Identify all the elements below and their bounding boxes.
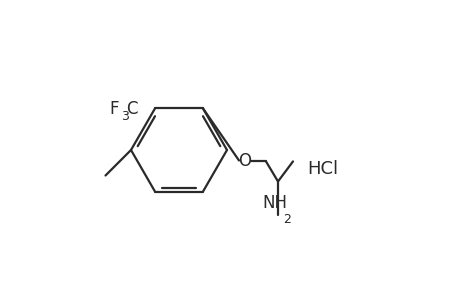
- Text: 2: 2: [282, 213, 290, 226]
- Text: 3: 3: [121, 110, 129, 123]
- Text: HCl: HCl: [307, 160, 338, 178]
- Text: F: F: [109, 100, 118, 118]
- Text: NH: NH: [261, 194, 286, 211]
- Text: O: O: [237, 152, 250, 169]
- Text: C: C: [126, 100, 137, 118]
